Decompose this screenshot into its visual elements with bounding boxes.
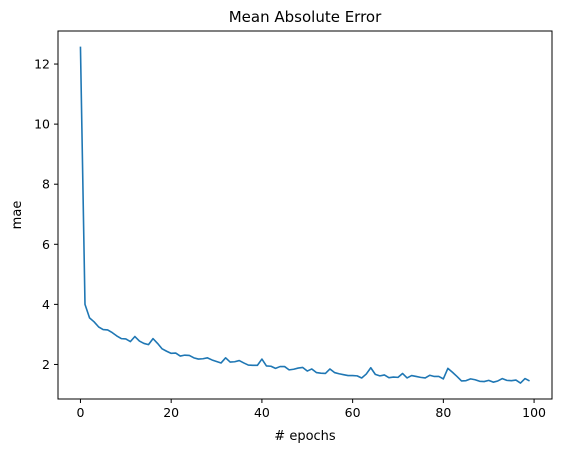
x-tick-label: 0 — [76, 405, 84, 420]
x-tick-label: 100 — [522, 405, 546, 420]
plot-area — [79, 46, 530, 384]
x-tick-label: 20 — [163, 405, 179, 420]
y-tick-label: 6 — [42, 237, 50, 252]
series-line-mae — [79, 46, 530, 384]
x-tick-label: 80 — [435, 405, 451, 420]
x-tick-label: 40 — [254, 405, 270, 420]
y-axis-label: mae — [10, 201, 25, 230]
y-tick-label: 8 — [42, 177, 50, 192]
axis-ticks: 0 20 40 60 80 100 2 4 6 8 10 12 — [34, 57, 546, 420]
y-tick-label: 4 — [42, 297, 50, 312]
y-tick-label: 10 — [34, 117, 50, 132]
x-axis-label: # epochs — [274, 429, 336, 444]
y-tick-label: 2 — [42, 357, 50, 372]
axes-frame — [57, 30, 553, 400]
x-tick-label: 60 — [345, 405, 361, 420]
chart-title: Mean Absolute Error — [229, 8, 382, 26]
y-tick-label: 12 — [34, 57, 50, 72]
